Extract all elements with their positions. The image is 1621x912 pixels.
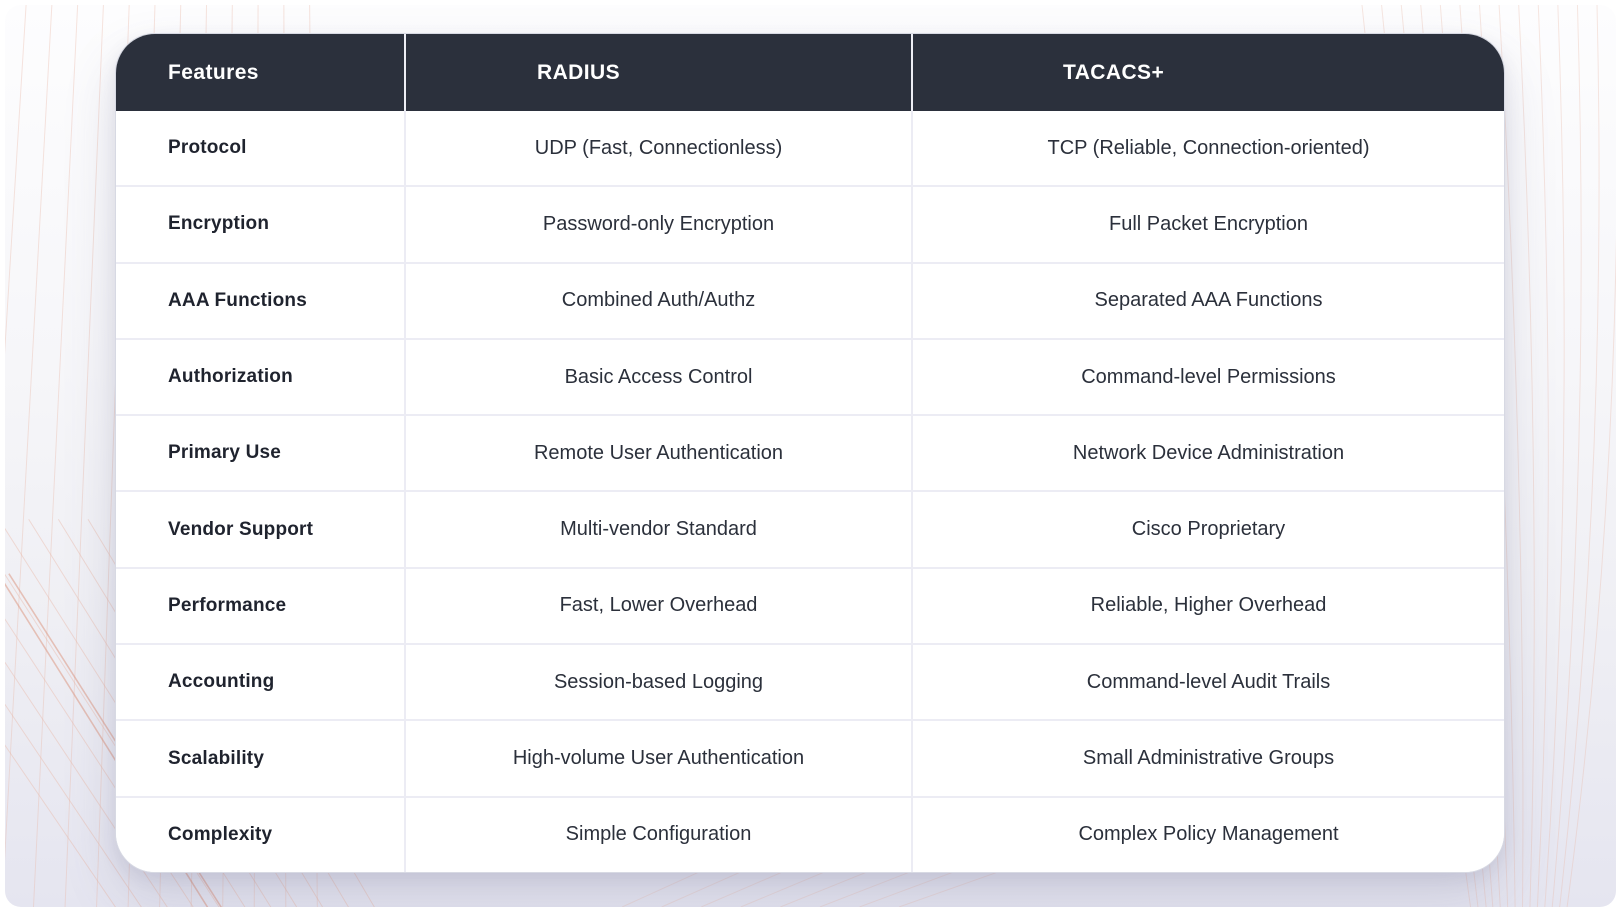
tacacs-value-cell: Full Packet Encryption — [911, 187, 1504, 262]
table-row: Performance Fast, Lower Overhead Reliabl… — [116, 566, 1504, 644]
tacacs-value-cell: Reliable, Higher Overhead — [911, 568, 1504, 644]
radius-value-cell: Basic Access Control — [404, 339, 911, 415]
table-row: Vendor Support Multi-vendor Standard Cis… — [116, 490, 1504, 567]
table-row: Scalability High-volume User Authenticat… — [116, 719, 1504, 796]
feature-cell: Encryption — [168, 213, 270, 235]
radius-value-cell: Session-based Logging — [404, 645, 911, 720]
table-row: Accounting Session-based Logging Command… — [116, 643, 1504, 720]
radius-value-cell: Combined Auth/Authz — [404, 263, 911, 338]
radius-value-cell: Simple Configuration — [404, 797, 911, 872]
feature-cell: Primary Use — [168, 442, 281, 464]
comparison-table: Features RADIUS TACACS+ Protocol UDP (Fa… — [115, 33, 1505, 873]
feature-cell: Protocol — [168, 137, 247, 159]
feature-cell: Vendor Support — [168, 518, 314, 540]
radius-value-cell: Fast, Lower Overhead — [404, 568, 911, 644]
feature-cell: Scalability — [168, 747, 265, 769]
radius-value-cell: Remote User Authentication — [404, 416, 911, 491]
tacacs-value-cell: Command-level Audit Trails — [911, 645, 1504, 720]
tacacs-value-cell: Network Device Administration — [911, 416, 1504, 491]
radius-value-cell: Password-only Encryption — [404, 187, 911, 262]
feature-cell: Complexity — [168, 823, 273, 845]
tacacs-value-cell: Separated AAA Functions — [911, 263, 1504, 338]
feature-cell: Accounting — [168, 671, 275, 693]
table-row: Primary Use Remote User Authentication N… — [116, 414, 1504, 491]
feature-cell: Performance — [168, 594, 287, 616]
tacacs-value-cell: Small Administrative Groups — [911, 721, 1504, 796]
feature-cell: Authorization — [168, 366, 293, 388]
page-background: Features RADIUS TACACS+ Protocol UDP (Fa… — [5, 5, 1616, 907]
table-header-row: Features RADIUS TACACS+ — [116, 34, 1504, 111]
tacacs-value-cell: Command-level Permissions — [911, 339, 1504, 415]
table-row: AAA Functions Combined Auth/Authz Separa… — [116, 261, 1504, 338]
table-row: Protocol UDP (Fast, Connectionless) TCP … — [116, 111, 1504, 186]
table-row: Authorization Basic Access Control Comma… — [116, 337, 1504, 415]
column-header-radius: RADIUS — [404, 34, 911, 111]
radius-value-cell: Multi-vendor Standard — [404, 492, 911, 567]
table-row: Encryption Password-only Encryption Full… — [116, 185, 1504, 262]
tacacs-value-cell: TCP (Reliable, Connection-oriented) — [911, 111, 1504, 186]
table-row: Complexity Simple Configuration Complex … — [116, 795, 1504, 872]
column-header-features: Features — [168, 60, 259, 84]
tacacs-value-cell: Complex Policy Management — [911, 797, 1504, 872]
column-header-tacacs: TACACS+ — [911, 34, 1504, 111]
tacacs-value-cell: Cisco Proprietary — [911, 492, 1504, 567]
radius-value-cell: High-volume User Authentication — [404, 721, 911, 796]
table-body: Protocol UDP (Fast, Connectionless) TCP … — [116, 111, 1504, 872]
radius-value-cell: UDP (Fast, Connectionless) — [404, 111, 911, 186]
feature-cell: AAA Functions — [168, 289, 307, 311]
